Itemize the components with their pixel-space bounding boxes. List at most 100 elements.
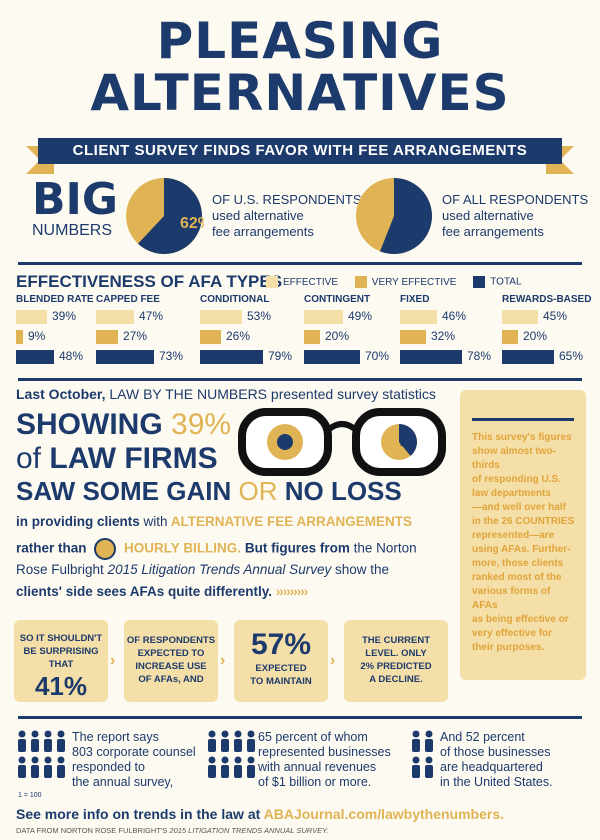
story-line-b: rather than HOURLY BILLING. But figures … (16, 538, 417, 560)
person-icon (425, 730, 433, 752)
fact-2: 65 percent of whom represented businesse… (258, 730, 391, 790)
afa-title: EFFECTIVENESS OF AFA TYPES (16, 272, 283, 291)
card4-line1: THE CURRENT (361, 635, 431, 646)
person-icon (221, 730, 229, 752)
story-law-firms: of LAW FIRMS (16, 442, 218, 476)
footer-source-1: DATA FROM NORTON ROSE FULBRIGHT'S (16, 826, 168, 835)
card-arrow-3: › (330, 652, 336, 669)
pie-all-caption: OF ALL RESPONDENTS used alternative fee … (442, 192, 588, 240)
card3-big: 57% (250, 628, 312, 661)
person-icon (57, 730, 65, 752)
numbers-label: NUMBERS (32, 222, 113, 239)
afa-value-effective: 49% (348, 309, 373, 323)
fact-3: And 52 percent of those businesses are h… (440, 730, 553, 790)
story-a3: ALTERNATIVE FEE ARRANGEMENTS (170, 514, 413, 529)
story-or: OR (238, 476, 278, 506)
afa-value-very: 9% (28, 329, 46, 343)
footer-see-more-text: See more info on trends in the law at (16, 806, 261, 822)
card-decline: THE CURRENT LEVEL. ONLY 2% PREDICTED A D… (344, 620, 448, 702)
story-no-loss: NO LOSS (284, 476, 402, 506)
afa-type-name: REWARDS-BASED (502, 294, 592, 305)
side-box-line: represented—are (472, 530, 555, 541)
pie-us-caption: OF U.S. RESPONDENTS used alternative fee… (212, 192, 362, 240)
title-line-1: PLEASING (156, 12, 444, 70)
side-box-line: various forms of AFAs (472, 586, 551, 611)
afa-bar-total (200, 350, 263, 364)
story-intro-bold: Last October, (16, 386, 106, 402)
afa-value-effective: 46% (442, 309, 467, 323)
person-icon (44, 730, 52, 752)
afa-type-name: FIXED (400, 294, 430, 305)
clock-icon (94, 538, 117, 560)
afa-value-very: 26% (226, 329, 251, 343)
person-icon (247, 730, 255, 752)
legend-total-swatch (473, 276, 486, 288)
fact-3-l3: are headquartered (440, 760, 543, 774)
title-line-2: ALTERNATIVES (90, 64, 510, 122)
fact-1-l1: The report says (72, 730, 159, 744)
side-box-line: ranked most of the (472, 572, 562, 583)
afa-value-very: 27% (123, 329, 148, 343)
banner-text: CLIENT SURVEY FINDS FAVOR WITH FEE ARRAN… (72, 142, 528, 159)
side-box-line: very effective for (472, 628, 553, 639)
big-label: BIG (32, 174, 119, 225)
story-b1: rather than (16, 540, 87, 556)
afa-bar-total (96, 350, 154, 364)
afa-value-total: 78% (467, 349, 492, 363)
fact-2-l4: of $1 billion or more. (258, 775, 372, 789)
story-showing-pct: 39% (171, 408, 232, 441)
footer-see-more: See more info on trends in the law at AB… (16, 806, 504, 822)
afa-bar-effective (96, 310, 134, 324)
afa-bar-very (96, 330, 118, 344)
people-icons-2 (206, 730, 258, 782)
side-box-rule (472, 418, 574, 421)
afa-bar-effective (200, 310, 242, 324)
fact-2-l1: 65 percent of whom (258, 730, 368, 744)
afa-bar-total (502, 350, 554, 364)
legend-effective: EFFECTIVE (283, 276, 339, 288)
card-arrow-1: › (110, 652, 116, 669)
icon-key: 1 = 100 (18, 792, 42, 799)
card2-line1: OF RESPONDENTS (126, 635, 216, 646)
pie-us-caption-3: fee arrangements (212, 224, 314, 239)
legend-total: TOTAL (490, 276, 522, 288)
side-box-line: using AFAs. Further- (472, 544, 571, 555)
person-icon (208, 756, 216, 778)
story-of: of (16, 442, 42, 475)
card1-line3: THAT (48, 659, 74, 670)
footer-url[interactable]: ABAJournal.com/lawbythenumbers. (263, 806, 505, 822)
fact-3-l2: of those businesses (440, 745, 551, 759)
pie-us-label: 62% (180, 215, 204, 232)
story-d1: clients' side sees AFAs quite differentl… (16, 584, 273, 599)
afa-value-effective: 47% (139, 309, 164, 323)
fact-1-l4: the annual survey, (72, 775, 174, 789)
side-box-line: This survey's figures (472, 432, 572, 443)
story-intro: Last October, LAW BY THE NUMBERS present… (16, 386, 436, 402)
person-icon (31, 756, 39, 778)
side-box-line: show almost two-thirds (472, 446, 556, 471)
banner: CLIENT SURVEY FINDS FAVOR WITH FEE ARRAN… (38, 138, 562, 164)
afa-bar-very (16, 330, 23, 344)
afa-value-total: 70% (365, 349, 390, 363)
side-box-line: law departments (472, 488, 551, 499)
fact-1-l2: 803 corporate counsel (72, 745, 196, 759)
pie-us-caption-2: used alternative (212, 208, 304, 223)
person-icon (31, 730, 39, 752)
card1-line1: SO IT SHOULDN'T (19, 633, 103, 644)
card-surprising: SO IT SHOULDN'T BE SURPRISING THAT 41% (14, 620, 108, 702)
afa-bar-effective (502, 310, 538, 324)
afa-value-effective: 53% (247, 309, 272, 323)
side-box-line: as being effective or (472, 614, 569, 625)
person-icon (234, 730, 242, 752)
afa-value-effective: 45% (543, 309, 568, 323)
afa-bar-total (16, 350, 54, 364)
person-icon (412, 730, 420, 752)
pie-all-caption-2: used alternative (442, 208, 534, 223)
afa-bar-very (400, 330, 426, 344)
person-icon (44, 756, 52, 778)
footer-source-2: 2015 LITIGATION TRENDS ANNUAL SURVEY. (169, 826, 329, 835)
card2-line2: EXPECTED TO (137, 648, 205, 659)
afa-value-very: 32% (431, 329, 456, 343)
story-b3: But figures from (244, 540, 350, 556)
side-box-line: more, those clients (472, 558, 564, 569)
